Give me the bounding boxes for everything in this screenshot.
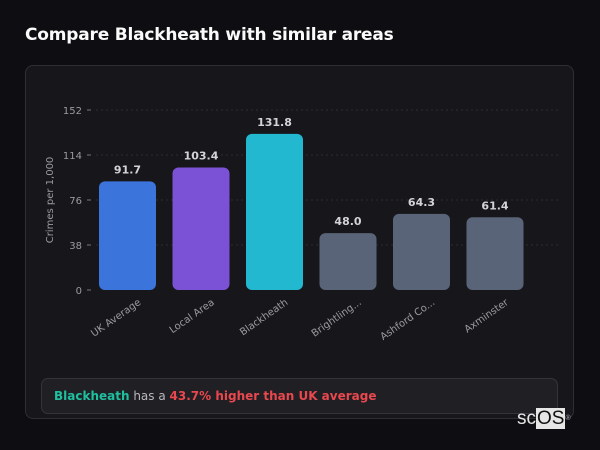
x-tick-label: Ashford Co... (379, 297, 438, 343)
bar-ashford-co- (393, 213, 450, 290)
y-axis-label: Crimes per 1,000 (45, 157, 56, 244)
bar-brightling- (319, 233, 377, 290)
summary-connector: has a (129, 389, 170, 403)
x-tick-label: UK Average (89, 297, 143, 339)
x-tick-label: Axminster (463, 297, 512, 336)
bar-blackheath (246, 133, 303, 290)
scos-logo: scOS® (517, 408, 571, 429)
y-tick-label: 114 (63, 151, 82, 162)
data-label: 131.8 (257, 116, 292, 129)
summary-area: Blackheath (54, 389, 130, 403)
bar-axminster (466, 217, 524, 290)
bar-local-area (172, 167, 230, 290)
y-tick-label: 38 (69, 241, 82, 252)
data-label: 103.4 (184, 150, 219, 163)
y-tick-label: 0 (76, 286, 82, 297)
bar-uk-average (99, 181, 156, 290)
comparison-summary: Blackheath has a 43.7% higher than UK av… (41, 378, 558, 414)
data-label: 48.0 (334, 215, 361, 228)
x-tick-label: Blackheath (238, 297, 290, 338)
summary-difference: 43.7% higher than UK average (169, 389, 377, 403)
data-label: 91.7 (114, 163, 141, 176)
x-tick-label: Brightling... (310, 297, 364, 339)
x-tick-label: Local Area (168, 297, 217, 336)
y-tick-label: 76 (69, 196, 82, 207)
y-tick-label: 152 (63, 106, 82, 117)
data-label: 61.4 (481, 199, 508, 212)
page-title: Compare Blackheath with similar areas (25, 25, 394, 45)
data-label: 64.3 (408, 196, 435, 209)
